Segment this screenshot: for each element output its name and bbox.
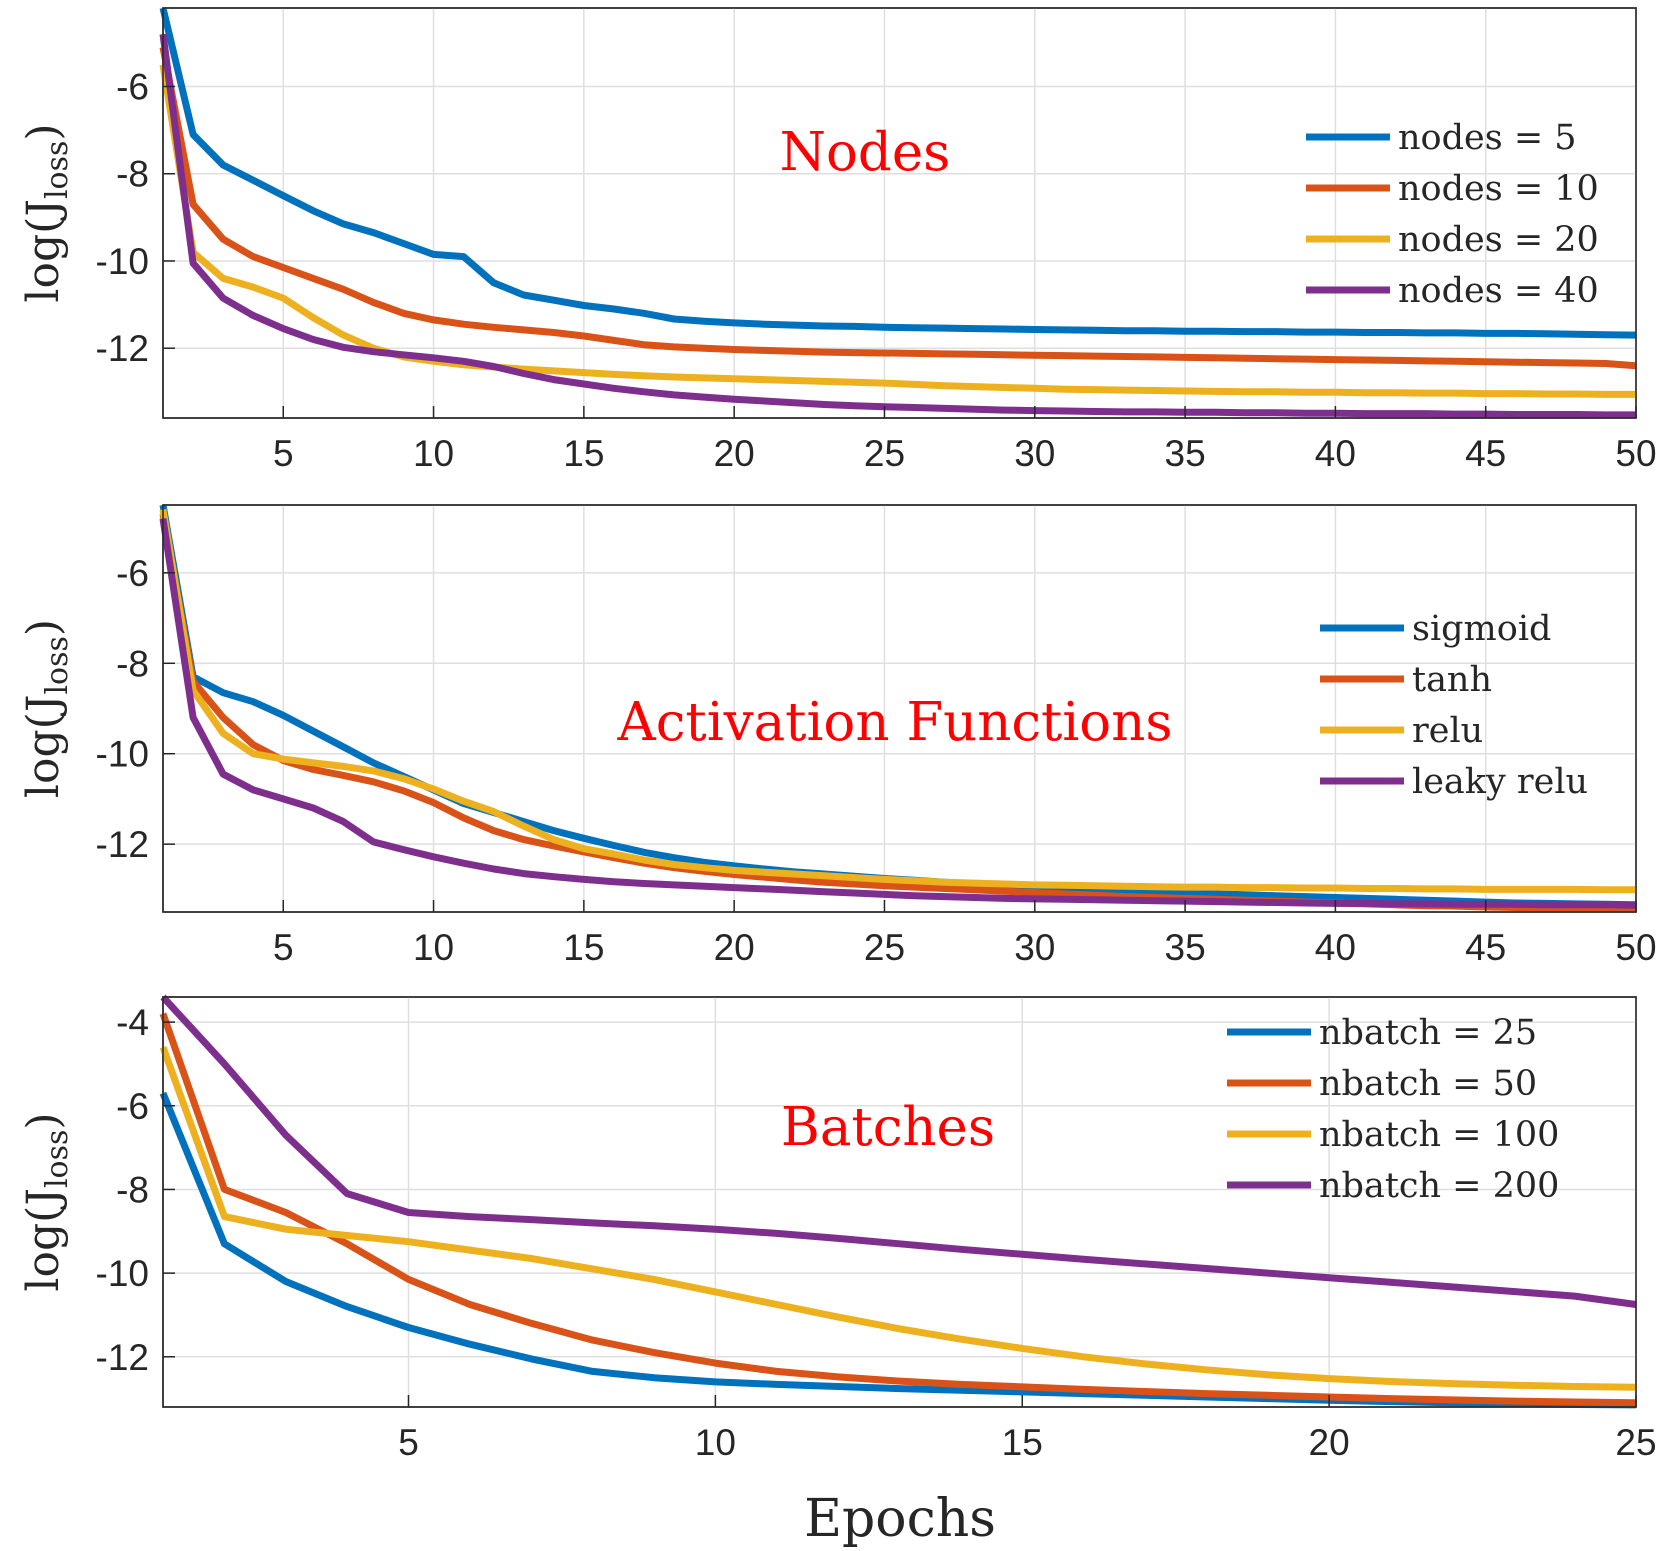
x-tick-label: 25 [1615,1422,1656,1463]
y-axis-label-close: ) [18,123,69,140]
legend: sigmoid tanh relu leaky relu [1320,609,1588,802]
legend-label-1: sigmoid [1412,609,1551,649]
y-axis-label: log(Jloss) [18,1112,75,1291]
series-line-4 [160,994,1637,1308]
series-line-2 [159,1012,1637,1407]
y-axis-label-subscript: loss [40,636,75,694]
y-axis-label: log(Jloss) [18,123,75,302]
x-tick-label: 25 [864,927,905,968]
x-tick-label: 30 [1014,927,1055,968]
series-line-2 [159,46,1637,370]
legend-label-2: nodes = 10 [1398,169,1599,209]
legend-label-4: nodes = 40 [1398,271,1599,311]
x-tick-label: 20 [1309,1422,1350,1463]
y-tick-label: -8 [116,154,149,195]
legend-label-4: leaky relu [1412,762,1588,802]
y-tick-label: -8 [116,1169,149,1210]
x-tick-label: 25 [864,433,905,474]
x-tick-label: 45 [1465,927,1506,968]
x-tick-label: 10 [413,927,454,968]
y-tick-label: -10 [96,734,149,775]
y-axis-label-close: ) [18,1112,69,1129]
y-tick-label: -6 [116,553,149,594]
y-axis-label-main: log(J [18,1188,69,1292]
grid-lines [163,505,1637,912]
y-tick-label: -6 [116,1086,149,1127]
y-tick-label: -10 [96,1253,149,1294]
legend-label-3: nodes = 20 [1398,220,1599,260]
y-axis-label: log(Jloss) [18,619,75,798]
y-tick-label: -12 [96,1337,149,1378]
x-tick-label: 20 [714,927,755,968]
y-tick-label: -4 [116,1002,149,1043]
x-tick-label: 20 [714,433,755,474]
legend-label-1: nodes = 5 [1398,118,1577,158]
legend: nbatch = 25 nbatch = 50 nbatch = 100 nbatch… [1227,1013,1559,1206]
chart-panel-3: 5 10 15 20 25 -4 -6 -8 -10 -12 log(Jloss) Batches nb… [18,994,1657,1463]
y-tick-label: -8 [116,643,149,684]
legend-label-4: nbatch = 200 [1319,1166,1559,1206]
panel-annotation: Batches [781,1097,995,1158]
x-tick-label: 10 [695,1422,736,1463]
grid-lines [163,997,1637,1407]
legend-label-2: nbatch = 50 [1319,1064,1537,1104]
x-axis-label: Epochs [804,1489,996,1549]
legend: nodes = 5 nodes = 10 nodes = 20 nodes = 40 [1306,118,1599,311]
axes-box [162,504,1637,913]
x-tick-label: 5 [398,1422,419,1463]
y-tick-label: -12 [96,824,149,865]
axes-box [162,7,1637,419]
plot-area [162,7,1637,419]
chart-panel-1: 5 10 15 20 25 30 35 40 45 50 -6 -8 -10 -12 log(Jloss) N… [18,7,1657,474]
x-tick-label: 35 [1165,927,1206,968]
x-tick-label: 15 [563,927,604,968]
x-tick-label: 35 [1165,433,1206,474]
y-tick-label: -6 [116,67,149,108]
y-axis-label-subscript: loss [40,141,75,199]
x-tick-label: 40 [1315,433,1356,474]
x-tick-label: 45 [1465,433,1506,474]
y-axis-label-main: log(J [18,695,69,799]
y-tick-label: -12 [96,328,149,369]
series-line-3 [159,508,1636,894]
x-tick-label: 15 [1002,1422,1043,1463]
series-line-3 [159,1046,1637,1391]
y-axis-label-subscript: loss [40,1130,75,1188]
x-tick-label: 5 [273,433,294,474]
legend-label-3: nbatch = 100 [1319,1115,1559,1155]
panel-annotation: Activation Functions [616,692,1172,753]
x-tick-label: 30 [1014,433,1055,474]
legend-label-1: nbatch = 25 [1319,1013,1537,1053]
y-axis-label-main: log(J [18,199,69,303]
axes-box [162,996,1637,1408]
legend-label-2: tanh [1412,660,1492,700]
x-tick-label: 10 [413,433,454,474]
y-axis-label-close: ) [18,619,69,636]
x-tick-label: 40 [1315,927,1356,968]
x-tick-label: 15 [563,433,604,474]
panel-annotation: Nodes [780,122,951,183]
x-tick-label: 50 [1615,433,1656,474]
y-tick-label: -10 [96,241,149,282]
x-tick-label: 50 [1615,927,1656,968]
chart-panel-2: 5 10 15 20 25 30 35 40 45 50 -6 -8 -10 -12 log(Jloss) A… [18,504,1657,968]
legend-label-3: relu [1412,711,1483,751]
series-line-1 [159,7,1637,339]
x-tick-label: 5 [273,927,294,968]
series-line-4 [159,33,1636,419]
series-line-4 [159,518,1637,909]
